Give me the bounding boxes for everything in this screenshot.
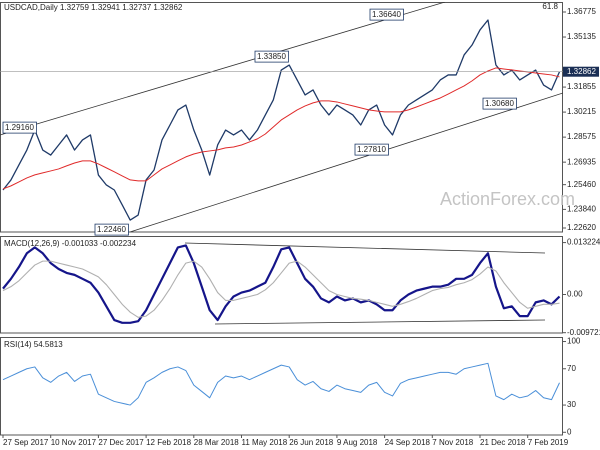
series-line xyxy=(2,244,561,324)
annotation: 1.29160 xyxy=(2,121,37,134)
rsi-panel xyxy=(0,337,563,436)
annotation-label: 1.36640 xyxy=(372,10,401,19)
y-tick-label: 1.23840 xyxy=(567,204,596,213)
watermark: ActionForex.com xyxy=(440,189,575,209)
last-price-box xyxy=(563,66,599,77)
y-tick-label: 0 xyxy=(567,427,572,436)
x-tick-label: 7 Nov 2018 xyxy=(432,438,473,447)
series-line xyxy=(2,67,560,190)
x-tick-label: 7 Feb 2019 xyxy=(528,438,569,447)
x-tick-label: 10 Nov 2017 xyxy=(51,438,97,447)
annotation: 1.33850 xyxy=(254,50,289,63)
annotation-box xyxy=(354,143,389,156)
macd-trend-upper xyxy=(184,242,546,254)
annotation-box xyxy=(369,8,404,21)
y-tick-label: 1.26935 xyxy=(567,157,596,166)
y-tick-label: 0.00 xyxy=(567,290,583,299)
annotation-box xyxy=(94,223,129,236)
x-tick-label: 21 Dec 2018 xyxy=(480,438,526,447)
rsi-title: RSI(14) 54.5813 xyxy=(4,340,63,349)
x-tick-label: 26 Jun 2018 xyxy=(289,438,334,447)
series-line xyxy=(2,19,561,221)
macd-panel xyxy=(0,236,563,334)
y-tick-label: 70 xyxy=(567,364,576,373)
last-price-label: 1.32862 xyxy=(567,67,596,76)
x-tick-label: 24 Sep 2018 xyxy=(385,438,431,447)
level-label: 61.8 xyxy=(542,2,558,11)
y-tick-label: 1.36775 xyxy=(567,7,596,16)
macd-title: MACD(12,26,9) -0.001033 -0.002234 xyxy=(4,239,137,248)
y-tick-label: 1.31855 xyxy=(567,82,596,91)
annotation: 1.22460 xyxy=(94,223,129,236)
annotation-label: 1.33850 xyxy=(257,52,286,61)
annotation: 1.27810 xyxy=(354,143,389,156)
x-tick-label: 27 Dec 2017 xyxy=(98,438,144,447)
macd-trend-lower xyxy=(214,319,546,325)
annotation-label: 1.22460 xyxy=(97,225,126,234)
annotation: 1.30680 xyxy=(482,97,517,110)
y-tick-label: 1.35135 xyxy=(567,32,596,41)
annotation-box xyxy=(482,97,517,110)
y-tick-label: 30 xyxy=(567,400,576,409)
x-tick-label: 28 Mar 2018 xyxy=(194,438,239,447)
y-tick-label: 1.22620 xyxy=(567,223,596,232)
y-tick-label: 1.25460 xyxy=(567,180,596,189)
y-tick-label: 0.013224 xyxy=(567,238,600,247)
x-tick-label: 11 May 2018 xyxy=(242,438,288,447)
annotation-box xyxy=(254,50,289,63)
y-tick-label: 1.30215 xyxy=(567,107,596,116)
y-tick-label: 100 xyxy=(567,337,581,346)
channel-upper xyxy=(0,2,446,136)
annotation-box xyxy=(2,121,37,134)
annotation-label: 1.30680 xyxy=(485,99,514,108)
annotation-label: 1.27810 xyxy=(357,145,386,154)
price-panel xyxy=(0,2,563,233)
chart-title: USDCAD,Daily 1.32759 1.32941 1.32737 1.3… xyxy=(4,3,183,12)
x-tick-label: 12 Feb 2018 xyxy=(146,438,191,447)
y-tick-label: -0.009721 xyxy=(567,328,600,337)
series-line xyxy=(2,260,560,318)
x-tick-label: 27 Sep 2017 xyxy=(3,438,49,447)
channel-lower xyxy=(129,92,563,232)
annotation-label: 1.29160 xyxy=(5,123,34,132)
annotation: 1.36640 xyxy=(369,8,404,21)
x-tick-label: 9 Aug 2018 xyxy=(337,438,378,447)
y-tick-label: 1.28575 xyxy=(567,132,596,141)
series-line xyxy=(2,362,560,406)
